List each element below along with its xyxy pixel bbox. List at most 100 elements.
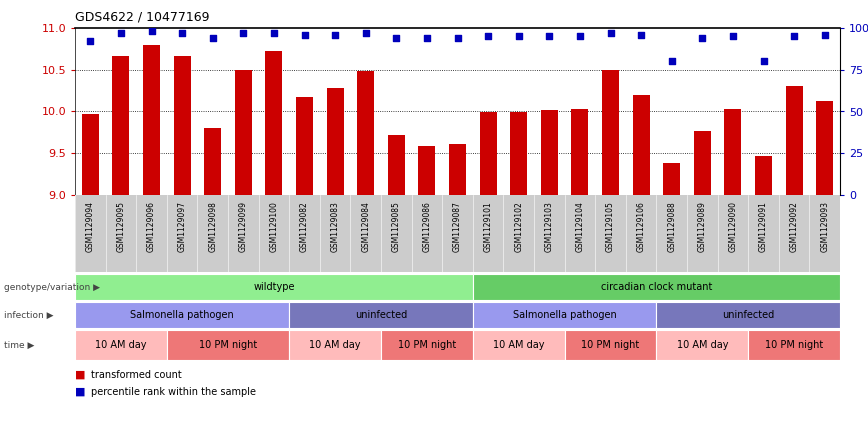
- Point: [114, 30, 128, 36]
- Text: wildtype: wildtype: [253, 282, 294, 292]
- Text: uninfected: uninfected: [355, 310, 407, 320]
- Point: [542, 33, 556, 40]
- Text: transformed count: transformed count: [90, 370, 181, 380]
- Bar: [816, 101, 833, 195]
- Text: ■: ■: [75, 370, 86, 380]
- Text: GSM1129098: GSM1129098: [208, 201, 217, 252]
- Text: GSM1129104: GSM1129104: [575, 201, 584, 252]
- Bar: [480, 113, 496, 195]
- Point: [358, 30, 372, 36]
- Bar: [113, 55, 129, 195]
- Text: genotype/variation ▶: genotype/variation ▶: [4, 283, 101, 291]
- Text: GSM1129097: GSM1129097: [178, 201, 187, 252]
- Text: GSM1129086: GSM1129086: [423, 201, 431, 252]
- Text: GDS4622 / 10477169: GDS4622 / 10477169: [75, 10, 209, 23]
- Bar: [418, 146, 436, 195]
- Point: [390, 35, 404, 41]
- Bar: [204, 128, 221, 195]
- Text: 10 PM night: 10 PM night: [398, 340, 456, 350]
- Point: [603, 30, 617, 36]
- Bar: [266, 51, 282, 195]
- Text: Salmonella pathogen: Salmonella pathogen: [130, 310, 234, 320]
- Text: GSM1129090: GSM1129090: [728, 201, 738, 252]
- Text: GSM1129088: GSM1129088: [667, 201, 676, 252]
- Text: 10 AM day: 10 AM day: [309, 340, 361, 350]
- Point: [573, 33, 587, 40]
- Text: infection ▶: infection ▶: [4, 310, 54, 319]
- Bar: [755, 156, 772, 195]
- Text: GSM1129099: GSM1129099: [239, 201, 247, 252]
- Point: [787, 33, 801, 40]
- Bar: [326, 88, 344, 195]
- Bar: [656, 302, 840, 328]
- Point: [328, 31, 342, 38]
- Text: GSM1129091: GSM1129091: [759, 201, 768, 252]
- Text: 10 PM night: 10 PM night: [582, 340, 640, 350]
- Point: [757, 58, 771, 65]
- Bar: [571, 109, 589, 195]
- Text: GSM1129094: GSM1129094: [86, 201, 95, 252]
- Text: GSM1129096: GSM1129096: [147, 201, 156, 252]
- Bar: [75, 330, 167, 360]
- Text: 10 PM night: 10 PM night: [199, 340, 257, 350]
- Text: GSM1129105: GSM1129105: [606, 201, 615, 252]
- Point: [236, 30, 250, 36]
- Bar: [143, 45, 160, 195]
- Bar: [633, 95, 649, 195]
- Text: ■: ■: [75, 387, 86, 397]
- Text: GSM1129089: GSM1129089: [698, 201, 707, 252]
- Text: 10 AM day: 10 AM day: [493, 340, 544, 350]
- Bar: [75, 274, 473, 300]
- Point: [267, 30, 281, 36]
- Bar: [167, 330, 289, 360]
- Bar: [75, 302, 289, 328]
- Point: [818, 31, 832, 38]
- Bar: [656, 330, 748, 360]
- Text: circadian clock mutant: circadian clock mutant: [601, 282, 712, 292]
- Point: [206, 35, 220, 41]
- Bar: [388, 135, 404, 195]
- Bar: [289, 330, 381, 360]
- Bar: [541, 110, 558, 195]
- Bar: [694, 131, 711, 195]
- Bar: [786, 86, 803, 195]
- Point: [635, 31, 648, 38]
- Bar: [748, 330, 840, 360]
- Text: GSM1129093: GSM1129093: [820, 201, 829, 252]
- Text: GSM1129095: GSM1129095: [116, 201, 125, 252]
- Bar: [473, 274, 840, 300]
- Point: [83, 38, 97, 45]
- Point: [298, 31, 312, 38]
- Bar: [82, 114, 99, 195]
- Text: GSM1129082: GSM1129082: [300, 201, 309, 252]
- Text: GSM1129083: GSM1129083: [331, 201, 339, 252]
- Text: GSM1129087: GSM1129087: [453, 201, 462, 252]
- Bar: [473, 302, 656, 328]
- Text: GSM1129103: GSM1129103: [545, 201, 554, 252]
- Bar: [381, 330, 473, 360]
- Point: [145, 28, 159, 35]
- Point: [175, 30, 189, 36]
- Text: GSM1129100: GSM1129100: [269, 201, 279, 252]
- Bar: [473, 330, 564, 360]
- Bar: [663, 163, 681, 195]
- Point: [695, 35, 709, 41]
- Point: [665, 58, 679, 65]
- Bar: [602, 70, 619, 195]
- Bar: [725, 109, 741, 195]
- Text: time ▶: time ▶: [4, 341, 35, 349]
- Bar: [235, 70, 252, 195]
- Bar: [289, 302, 473, 328]
- Text: 10 PM night: 10 PM night: [765, 340, 823, 350]
- Point: [420, 35, 434, 41]
- Text: GSM1129084: GSM1129084: [361, 201, 370, 252]
- Text: uninfected: uninfected: [722, 310, 774, 320]
- Bar: [358, 71, 374, 195]
- Text: 10 AM day: 10 AM day: [95, 340, 147, 350]
- Text: 10 AM day: 10 AM day: [676, 340, 728, 350]
- Bar: [296, 97, 313, 195]
- Text: percentile rank within the sample: percentile rank within the sample: [90, 387, 255, 397]
- Text: GSM1129085: GSM1129085: [391, 201, 401, 252]
- Text: GSM1129101: GSM1129101: [483, 201, 493, 252]
- Bar: [449, 144, 466, 195]
